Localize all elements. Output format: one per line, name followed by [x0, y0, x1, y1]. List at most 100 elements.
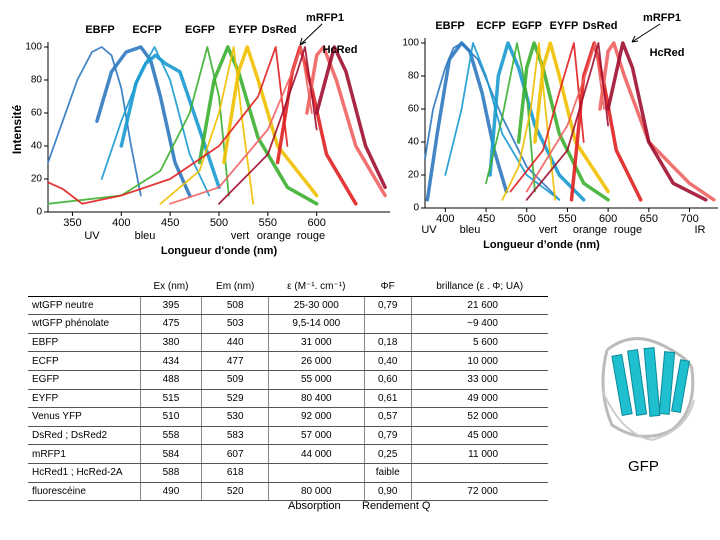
table-cell: 490	[139, 482, 202, 502]
excitation-line	[509, 42, 585, 193]
excitation-line	[47, 46, 142, 197]
data-table: Ex (nm) Em (nm) ε (M⁻¹. cm⁻¹) ΦF brillan…	[28, 278, 548, 502]
table-cell: 618	[201, 463, 269, 483]
table-cell: 10 000	[410, 351, 548, 371]
y-tick-label: 100	[25, 42, 42, 53]
excitation-line	[47, 46, 289, 205]
table-cell: 588	[139, 463, 202, 483]
excitation-line	[525, 42, 605, 193]
protein-loop	[601, 337, 695, 438]
protein-loop	[601, 389, 695, 442]
band-label: vert	[231, 230, 249, 242]
table-cell	[268, 463, 365, 483]
table-row: wtGFP phénolate 475 503 9,5-14 000 ~9 400	[28, 314, 548, 334]
excitation-line	[218, 46, 318, 205]
table-cell: 508	[201, 296, 269, 316]
table-cell: 607	[201, 444, 269, 464]
image-caption: GFP	[628, 458, 659, 475]
x-tick-label: 650	[640, 213, 658, 225]
table-cell: 0,57	[363, 407, 412, 427]
x-axis-label: Longueur d'onde (nm)	[161, 245, 278, 257]
x-tick-label: 550	[558, 213, 576, 225]
table-cell: 488	[139, 370, 202, 390]
excitation-line	[501, 42, 557, 201]
series-label: EYFP	[229, 24, 258, 36]
table-row: EBFP 380 440 31 000 0,18 5 600	[28, 333, 548, 353]
table-cell: 0,90	[363, 482, 412, 502]
series-label: ECFP	[476, 20, 505, 32]
table-cell: wtGFP neutre	[28, 296, 140, 316]
table-cell: 25-30 000	[268, 296, 365, 316]
series-label: HcRed	[323, 44, 358, 56]
x-tick-label: 600	[599, 213, 617, 225]
table-cell: faible	[363, 463, 412, 483]
table-body: wtGFP neutre 395 508 25-30 000 0,79 21 600 wtG…	[28, 296, 548, 502]
series-label: EGFP	[185, 24, 215, 36]
x-tick-label: 450	[161, 217, 179, 229]
header-cell: brillance (ε . Φ; UA)	[411, 278, 548, 297]
excitation-line	[169, 46, 313, 205]
excitation-line	[159, 46, 255, 205]
emission-line	[119, 53, 221, 190]
table-cell: mRFP1	[28, 444, 140, 464]
table-cell	[410, 463, 548, 483]
y-tick-label: 80	[31, 75, 43, 86]
table-cell: 92 000	[268, 407, 365, 427]
series-label: mRFP1	[306, 12, 344, 24]
emission-line	[314, 45, 387, 190]
x-tick-label: 400	[436, 213, 454, 225]
emission-line	[275, 45, 358, 206]
table-row: EYFP 515 529 80 400 0,61 49 000	[28, 389, 548, 409]
band-label: bleu	[135, 230, 156, 242]
emission-line	[598, 41, 716, 202]
table-cell: 33 000	[410, 370, 548, 390]
header-cell: Ex (nm)	[140, 278, 202, 297]
y-tick-label: 40	[408, 137, 420, 148]
emission-line	[569, 41, 643, 202]
y-tick-label: 20	[31, 174, 43, 185]
table-row: Venus YFP 510 530 92 000 0,57 52 000	[28, 407, 548, 427]
table-cell: 44 000	[268, 444, 365, 464]
table-cell: 475	[139, 314, 202, 334]
table-cell: 510	[139, 407, 202, 427]
table-cell: 5 600	[410, 333, 548, 353]
band-label: rouge	[614, 224, 642, 236]
table-cell: 583	[201, 426, 269, 446]
footer-label: Rendement Q	[362, 500, 431, 512]
table-cell: EYFP	[28, 389, 140, 409]
x-tick-label: 500	[518, 213, 536, 225]
table-cell: 0,79	[363, 426, 412, 446]
band-label: bleu	[460, 224, 481, 236]
pointer-arrow	[631, 23, 661, 43]
series-label: DsRed	[262, 24, 297, 36]
table-cell: 31 000	[268, 333, 365, 353]
table-row: wtGFP neutre 395 508 25-30 000 0,79 21 600	[28, 296, 548, 316]
table-cell: 9,5-14 000	[268, 314, 365, 334]
table-cell: 395	[139, 296, 202, 316]
table-cell: 509	[201, 370, 269, 390]
table-cell: Venus YFP	[28, 407, 140, 427]
excitation-line	[424, 42, 561, 201]
table-row: EGFP 488 509 55 000 0,60 33 000	[28, 370, 548, 390]
emission-line	[222, 45, 319, 198]
series-label: EYFP	[550, 20, 579, 32]
table-cell: 0,61	[363, 389, 412, 409]
table-cell: wtGFP phénolate	[28, 314, 140, 334]
series-label: HcRed	[650, 47, 685, 59]
y-tick-label: 0	[36, 207, 42, 218]
table-cell: EGFP	[28, 370, 140, 390]
table-cell: 440	[201, 333, 269, 353]
table-row: HcRed1 ; HcRed-2A 588 618 faible	[28, 463, 548, 483]
table-cell: 529	[201, 389, 269, 409]
table-cell: 558	[139, 426, 202, 446]
x-tick-label: 550	[259, 217, 277, 229]
table-cell: 57 000	[268, 426, 365, 446]
table-cell: 0,60	[363, 370, 412, 390]
series-label: ECFP	[132, 24, 161, 36]
series-label: EBFP	[85, 24, 114, 36]
x-tick-label: 600	[308, 217, 326, 229]
protein-strands	[611, 347, 691, 417]
table-cell: 55 000	[268, 370, 365, 390]
series-label: mRFP1	[643, 12, 681, 24]
